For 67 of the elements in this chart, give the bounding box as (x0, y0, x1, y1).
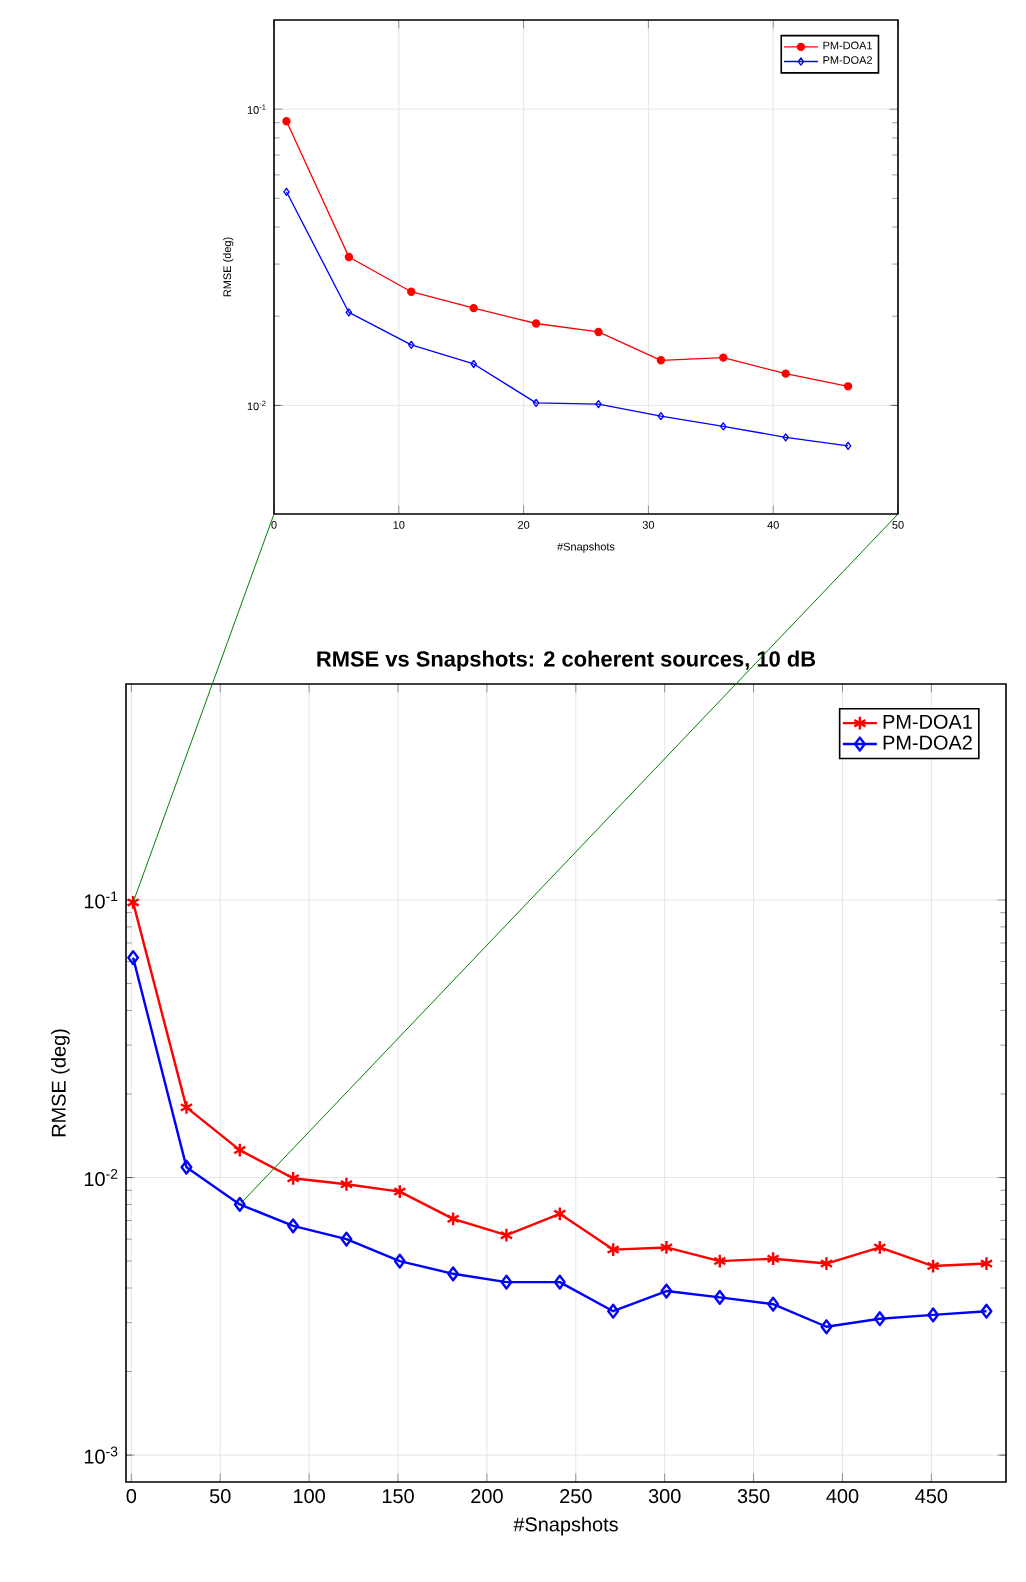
point (980, 1303, 993, 1319)
point (819, 1255, 834, 1272)
point (340, 1231, 353, 1247)
point (781, 369, 790, 378)
point (553, 1206, 567, 1222)
y-tick-label: 10$^{-1}$ (84, 891, 118, 909)
y-tick-label: 10$^{-2}$ (84, 1168, 118, 1187)
x-tick-label: 250 (560, 1489, 592, 1504)
point (531, 319, 541, 328)
x-tick-label: 200 (471, 1489, 503, 1504)
point (469, 303, 478, 313)
point (595, 399, 602, 409)
x-tick-label: 450 (915, 1489, 948, 1504)
point (393, 1253, 406, 1269)
point (344, 252, 354, 262)
point (180, 1159, 193, 1175)
point (660, 1283, 673, 1299)
point (713, 1253, 727, 1269)
x-tick-label: 400 (826, 1489, 859, 1504)
point (843, 382, 853, 391)
point (713, 1289, 726, 1305)
point (282, 117, 291, 126)
point (926, 1258, 940, 1274)
point (820, 1319, 833, 1335)
point (339, 1176, 354, 1192)
x-tick-label: 150 (382, 1489, 414, 1504)
point (287, 1218, 300, 1234)
point (407, 287, 416, 296)
point (500, 1274, 513, 1290)
point (767, 1296, 780, 1312)
point (594, 327, 603, 337)
point (927, 1307, 940, 1323)
y-axis-title: RMSE (deg) (51, 1029, 70, 1137)
x-tick-label: 300 (648, 1489, 681, 1504)
point (233, 1196, 246, 1213)
point (606, 1242, 620, 1258)
point (446, 1211, 460, 1227)
point (659, 1239, 674, 1256)
point (407, 340, 415, 350)
point (286, 1170, 300, 1186)
point (719, 353, 728, 362)
point (553, 1274, 566, 1290)
point (873, 1239, 887, 1256)
chart-title: RMSE vs Snapshots: 2 coherent sources, 10 dB (317, 650, 816, 671)
point (499, 1227, 514, 1243)
point (607, 1303, 620, 1319)
point (657, 411, 665, 421)
x-tick-label: 100 (294, 1489, 325, 1504)
point (532, 398, 540, 408)
legend-label: PM-DOA2 (883, 735, 972, 750)
x-tick-label: 0 (126, 1489, 137, 1504)
point (873, 1311, 886, 1327)
x-axis-title: #Snapshots (513, 1516, 618, 1536)
point (447, 1266, 460, 1282)
point (766, 1251, 780, 1267)
point (656, 356, 666, 365)
point (179, 1099, 194, 1115)
y-tick-label: 10$^{-3}$ (84, 1446, 118, 1464)
point (233, 1142, 247, 1158)
x-tick-label: 50 (209, 1489, 231, 1504)
point (782, 433, 789, 442)
point (470, 359, 477, 369)
legend-label: PM-DOA1 (883, 714, 972, 729)
point (719, 422, 727, 431)
point (393, 1184, 407, 1200)
x-tick-label: 350 (737, 1489, 770, 1504)
point (345, 308, 353, 317)
